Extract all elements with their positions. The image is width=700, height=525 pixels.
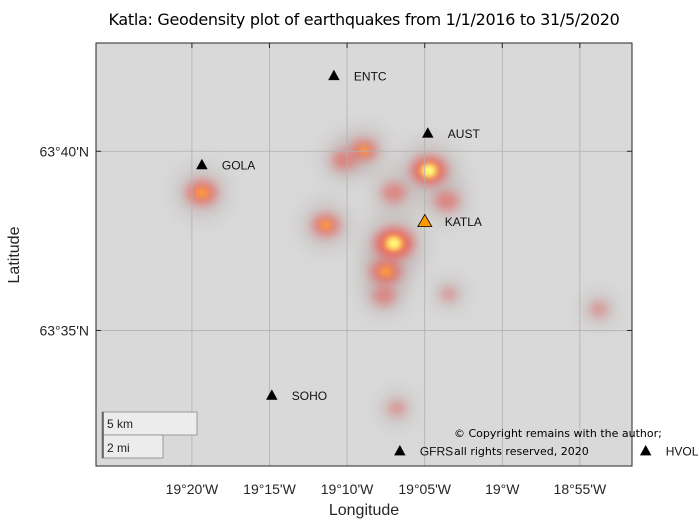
x-axis-label: Longitude <box>329 502 399 519</box>
scale-km-label: 5 km <box>107 417 133 431</box>
copyright-line-2: all rights reserved, 2020 <box>454 445 589 458</box>
scale-mi-label: 2 mi <box>107 441 130 455</box>
axis-ticks: 19°20'W 19°15'W 19°10'W 19°05'W 19°W 18°55'W 6… <box>39 43 632 497</box>
density-hotspot-core <box>358 145 370 155</box>
station-label: GOLA <box>222 159 255 173</box>
y-axis-label: Latitude <box>6 226 23 283</box>
copyright-line-1: © Copyright remains with the author; <box>454 427 662 440</box>
station-triangle-icon <box>394 444 406 456</box>
station-label: HVOL <box>666 445 699 459</box>
density-hotspot <box>434 190 460 211</box>
plot-frame <box>95 42 633 467</box>
chart-title: Katla: Geodensity plot of earthquakes fr… <box>108 10 620 29</box>
scale-bar: 5 km 2 mi <box>101 411 198 459</box>
density-hotspot <box>388 401 406 416</box>
density-hotspot-peak <box>386 237 401 250</box>
x-tick-label: 19°W <box>485 481 520 497</box>
station-triangle-icon <box>639 444 652 456</box>
station-label: AUST <box>448 127 481 141</box>
density-hotspot-core <box>378 265 393 278</box>
station-triangle-icon <box>417 213 433 227</box>
x-tick-label: 19°10'W <box>321 481 374 497</box>
station-triangle-icon <box>196 158 208 170</box>
station-label: ENTC <box>354 69 387 83</box>
station-label: GFRS <box>420 445 453 459</box>
density-hotspot <box>381 182 407 203</box>
station-triangle-icon <box>422 127 434 138</box>
density-hotspot <box>331 150 357 171</box>
station-label: SOHO <box>292 389 327 403</box>
density-hotspot-core <box>319 220 332 230</box>
density-hotspot-peak <box>421 164 436 177</box>
station-triangle-icon <box>328 69 340 81</box>
y-tick-label: 63°40'N <box>39 143 89 159</box>
y-tick-label: 63°35'N <box>39 322 89 338</box>
density-hotspot <box>440 287 458 301</box>
station-label: KATLA <box>445 215 482 229</box>
density-hotspot-core <box>194 187 209 199</box>
density-hotspot <box>372 286 396 306</box>
x-tick-label: 19°20'W <box>166 481 219 497</box>
density-hotspot <box>590 301 608 317</box>
x-tick-label: 18°55'W <box>554 481 607 497</box>
station-triangle-icon <box>266 389 278 400</box>
x-tick-label: 19°05'W <box>398 481 451 497</box>
density-layer <box>173 125 617 427</box>
x-tick-label: 19°15'W <box>243 481 296 497</box>
stations: ENTC AUST GOLA KATLA SOHO GFRS HVOL <box>196 69 699 459</box>
